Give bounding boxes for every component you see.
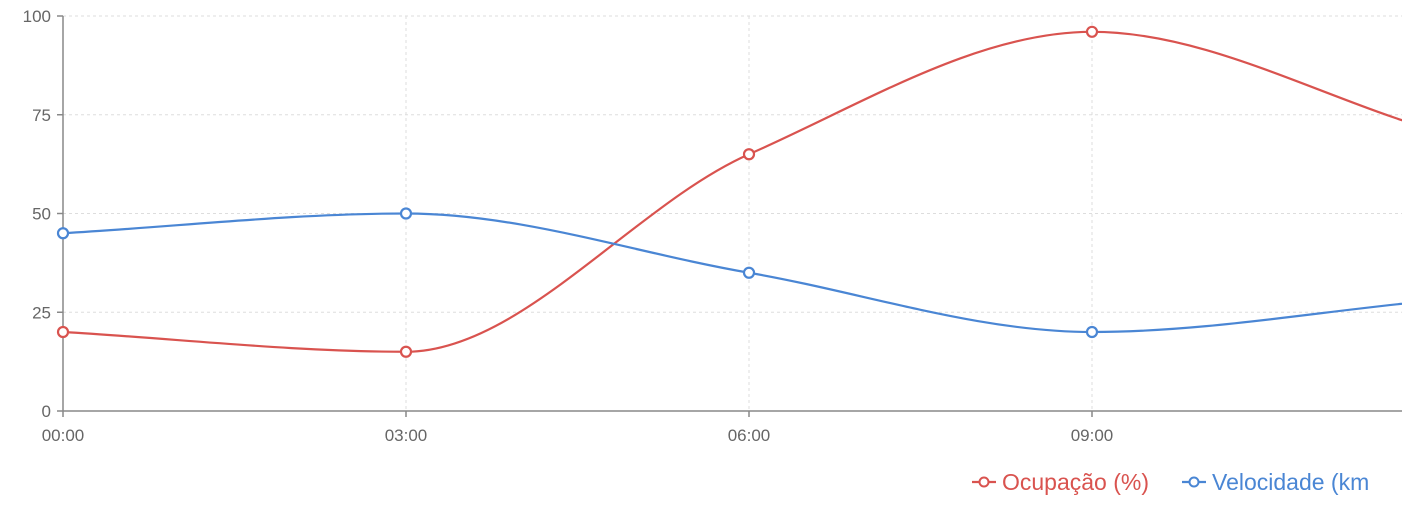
y-tick-label: 0 [42, 402, 51, 421]
y-tick-label: 100 [23, 7, 51, 26]
legend-item: Ocupação (%) [972, 469, 1149, 495]
x-tick-label: 00:00 [42, 426, 85, 445]
series-ocupacao [56, 25, 1402, 358]
x-tick-label: 09:00 [1071, 426, 1114, 445]
y-tick-label: 50 [32, 205, 51, 224]
data-point [399, 345, 413, 358]
axes: 0 25 50 75 100 00:00 03:00 06:00 09:00 [23, 7, 1402, 445]
y-tick-label: 25 [32, 303, 51, 322]
y-tick-label: 75 [32, 106, 51, 125]
data-point [399, 207, 413, 220]
x-tick-label: 03:00 [385, 426, 428, 445]
data-point [1085, 25, 1099, 38]
series-line [62, 212, 1402, 334]
data-point [742, 148, 756, 161]
data-point [56, 227, 70, 240]
legend-label: Velocidade (km [1212, 469, 1369, 495]
series-velocidade [56, 207, 1402, 339]
legend: Ocupação (%) Velocidade (km [972, 469, 1369, 495]
legend-label: Ocupação (%) [1002, 469, 1149, 495]
data-point [742, 266, 756, 279]
data-point [1085, 325, 1099, 339]
data-point [56, 325, 70, 339]
series-line [62, 30, 1402, 353]
legend-marker-icon [978, 476, 990, 488]
legend-item: Velocidade (km [1182, 469, 1369, 495]
legend-marker-icon [1188, 476, 1200, 488]
x-tick-label: 06:00 [728, 426, 771, 445]
grid [63, 15, 1402, 411]
